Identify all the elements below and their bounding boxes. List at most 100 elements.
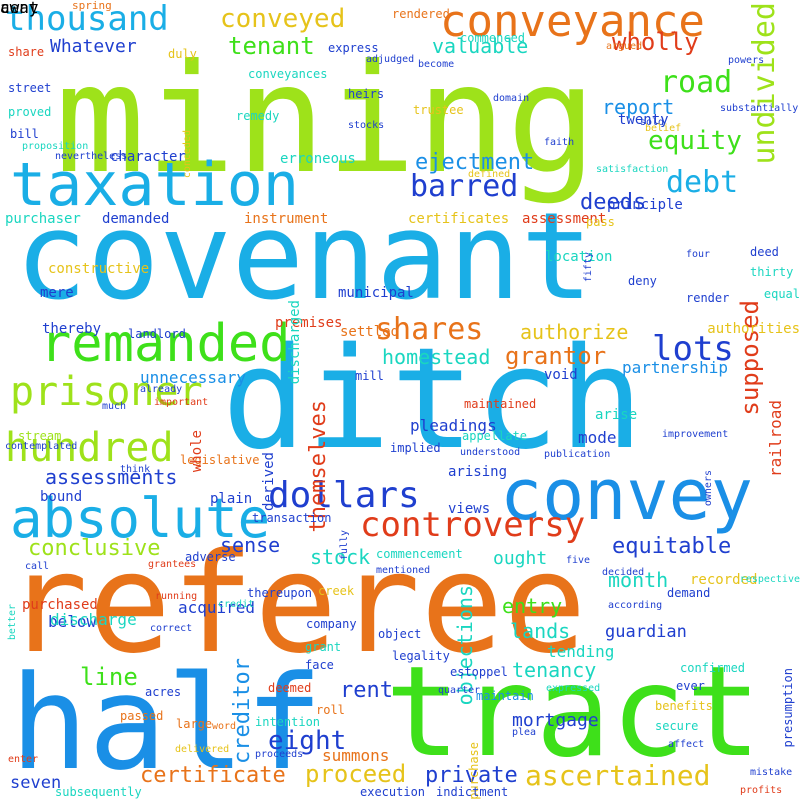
word: stock (310, 545, 371, 569)
word: road (660, 65, 733, 100)
word: respective (739, 574, 800, 585)
word: supposed (736, 300, 764, 416)
word: legality (392, 649, 450, 663)
word: covenant (15, 188, 593, 327)
word: already (140, 384, 183, 395)
word: company (306, 617, 357, 631)
word: fully (339, 530, 350, 561)
word: adverse (185, 550, 236, 564)
word: proceeds (255, 749, 304, 760)
word: assessments (45, 465, 178, 489)
word: partnership (622, 358, 728, 377)
word: tending (547, 642, 615, 661)
word: demand (667, 586, 711, 600)
word: convey (500, 454, 753, 536)
word: render (686, 291, 730, 305)
word: ejectment (415, 150, 535, 175)
word: erroneous (280, 151, 356, 167)
word: maintained (464, 397, 537, 411)
word: street (8, 81, 52, 95)
word: summons (322, 746, 390, 765)
word: landlord (128, 327, 186, 341)
word: passed (120, 709, 164, 723)
word: arise (595, 407, 638, 423)
word: settled (340, 324, 400, 340)
word: half (10, 647, 324, 799)
word: hundred (5, 425, 174, 471)
word: seven (10, 773, 62, 793)
word: ever (676, 679, 705, 693)
word: mistake (750, 767, 793, 778)
word: pass (586, 215, 615, 229)
word: pleadings (410, 416, 497, 435)
word: stream (18, 429, 62, 443)
word: conveyance (440, 0, 705, 47)
word: plea (512, 727, 537, 738)
word: correct (150, 623, 193, 634)
word: five (566, 555, 591, 566)
word: sold (640, 117, 665, 128)
word: improvement (662, 429, 729, 440)
word: substantially (720, 103, 799, 114)
word: running (155, 591, 198, 602)
word: spring (72, 0, 112, 12)
word: mining (55, 33, 597, 207)
word: authorize (520, 320, 629, 344)
word: taxation (10, 150, 299, 220)
word: argued (606, 41, 643, 52)
word: roll (316, 703, 345, 717)
word: thousand (5, 0, 169, 39)
word: away (0, 0, 39, 17)
word: credit (218, 599, 255, 610)
word: confirmed (680, 661, 746, 675)
word: controversy (360, 505, 586, 545)
word: line (80, 663, 138, 691)
word: bill (10, 127, 39, 141)
word: discharged (287, 300, 303, 385)
word: equitable (612, 534, 732, 559)
word: faith (544, 137, 575, 148)
word: intention (255, 715, 321, 729)
word: lands (510, 619, 571, 643)
word: void (544, 367, 578, 383)
word: grantor (505, 342, 607, 370)
word: deeds (580, 190, 647, 215)
word: report (602, 95, 675, 119)
word: remanded (40, 314, 291, 374)
word: mere (40, 285, 74, 301)
word: belief (645, 123, 682, 134)
word: mill (355, 369, 384, 383)
word: deed (750, 245, 779, 259)
word: trustee (413, 103, 464, 117)
word: eight (268, 726, 347, 756)
word: month (608, 568, 669, 592)
word: prisoner (10, 369, 203, 415)
word: plain (210, 491, 253, 507)
word: benefits (655, 699, 713, 713)
word: demanded (102, 211, 170, 227)
word: purchaser (5, 211, 81, 227)
word: debt (666, 165, 739, 200)
word: implied (390, 441, 441, 455)
word: equity (648, 126, 742, 156)
word: large (176, 717, 213, 731)
word: equal (763, 287, 800, 301)
word: private (425, 763, 518, 788)
word: authorities (707, 321, 800, 337)
word: delivered (175, 744, 230, 755)
word: shares (375, 312, 484, 347)
word: creditor (230, 658, 255, 764)
word: enter (8, 754, 39, 765)
word: commencement (376, 547, 463, 561)
word: lots (652, 329, 734, 369)
word: premises (275, 315, 343, 331)
word: recorded (690, 572, 758, 588)
word: undivided (747, 2, 782, 165)
word: assessment (522, 211, 607, 227)
word: whole (189, 430, 205, 473)
word: proved (8, 105, 52, 119)
word: conveyed (220, 4, 346, 34)
word: heirs (348, 87, 385, 101)
word: conceded (182, 130, 193, 179)
